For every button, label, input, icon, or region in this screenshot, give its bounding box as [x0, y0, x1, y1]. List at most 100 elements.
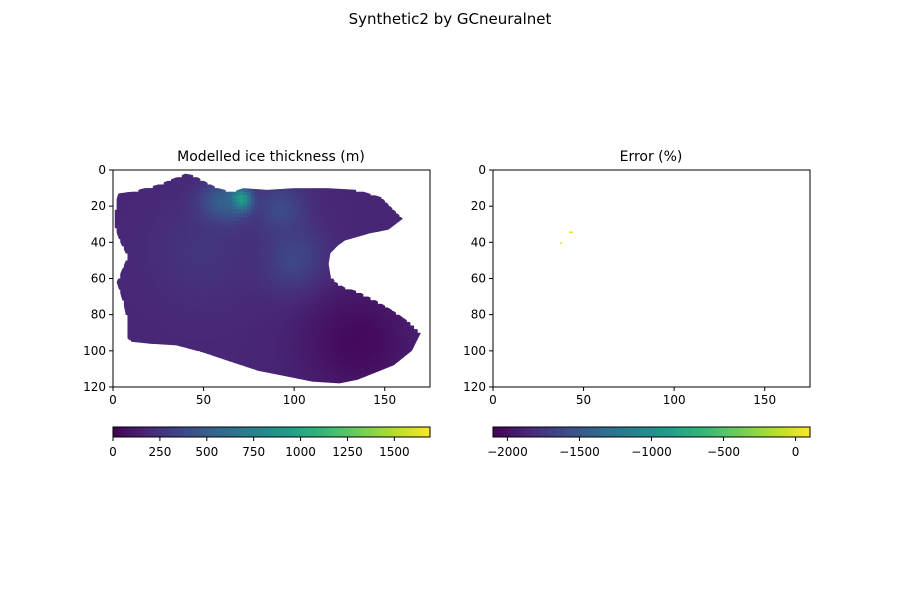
thickness-cell: [120, 285, 125, 290]
thickness-cell: [337, 238, 342, 243]
thickness-cell: [301, 289, 306, 294]
thickness-cell: [261, 227, 266, 232]
thickness-cell: [178, 206, 183, 211]
thickness-cell: [323, 321, 328, 326]
thickness-cell: [254, 332, 259, 337]
thickness-cell: [218, 289, 223, 294]
thickness-cell: [272, 191, 277, 196]
thickness-cell: [138, 206, 143, 211]
thickness-cell: [250, 256, 255, 261]
thickness-cell: [247, 249, 252, 254]
thickness-cell: [228, 209, 233, 214]
thickness-cell: [170, 242, 175, 247]
thickness-cell: [145, 209, 150, 214]
thickness-cell: [301, 354, 306, 359]
thickness-cell: [221, 245, 226, 250]
thickness-cell: [203, 256, 208, 261]
thickness-cell: [366, 343, 371, 348]
thickness-cell: [236, 238, 241, 243]
thickness-cell: [247, 227, 252, 232]
thickness-cell: [254, 267, 259, 272]
thickness-cell: [199, 227, 204, 232]
thickness-cell: [218, 238, 223, 243]
thickness-cell: [156, 300, 161, 305]
thickness-cell: [134, 289, 139, 294]
thickness-cell: [181, 198, 186, 203]
thickness-cell: [232, 231, 237, 236]
thickness-cell: [114, 224, 118, 229]
thickness-cell: [131, 282, 136, 287]
thickness-cell: [141, 314, 146, 319]
thickness-cell: [308, 336, 313, 341]
thickness-cell: [366, 347, 371, 352]
thickness-cell: [156, 191, 161, 196]
thickness-cell: [247, 365, 252, 370]
thickness-cell: [207, 267, 212, 272]
thickness-cell: [301, 285, 306, 290]
thickness-cell: [312, 325, 317, 330]
thickness-cell: [163, 339, 168, 344]
thickness-cell: [170, 180, 175, 185]
thickness-cell: [286, 245, 291, 250]
thickness-cell: [337, 307, 342, 312]
thickness-cell: [218, 278, 223, 283]
thickness-cell: [232, 318, 237, 323]
thickness-cell: [141, 339, 146, 344]
thickness-cell: [305, 358, 310, 363]
thickness-cell: [326, 271, 331, 276]
thickness-cell: [308, 256, 313, 261]
thickness-cell: [279, 368, 284, 373]
thickness-cell: [189, 173, 194, 178]
thickness-cell: [330, 227, 335, 232]
thickness-cell: [413, 343, 418, 348]
thickness-cell: [199, 238, 204, 243]
thickness-cell: [366, 354, 371, 359]
thickness-cell: [366, 329, 371, 334]
thickness-cell: [308, 271, 313, 276]
thickness-cell: [330, 332, 335, 337]
thickness-cell: [196, 195, 201, 200]
thickness-cell: [366, 368, 371, 373]
thickness-cell: [297, 191, 302, 196]
thickness-cell: [348, 191, 353, 196]
thickness-cell: [116, 191, 121, 196]
thickness-cell: [131, 318, 136, 323]
thickness-cell: [210, 260, 215, 265]
thickness-cell: [232, 227, 237, 232]
thickness-cell: [286, 300, 291, 305]
thickness-cell: [214, 278, 219, 283]
thickness-cell: [290, 339, 295, 344]
thickness-cell: [326, 253, 331, 258]
panel-ice-thickness: Modelled ice thickness (m) 0 50 100 1500204…: [83, 149, 431, 459]
thickness-cell: [189, 217, 194, 222]
thickness-cell: [286, 376, 291, 381]
thickness-cell: [199, 267, 204, 272]
thickness-cell: [359, 336, 364, 341]
thickness-cell: [384, 217, 389, 222]
thickness-cell: [268, 235, 273, 240]
thickness-cell: [348, 376, 353, 381]
thickness-cell: [167, 206, 172, 211]
thickness-cell: [163, 238, 168, 243]
thickness-cell: [315, 376, 320, 381]
thickness-cell: [228, 227, 233, 232]
thickness-cell: [134, 253, 139, 258]
thickness-cell: [178, 260, 183, 265]
thickness-cell: [333, 227, 339, 232]
thickness-cell: [181, 300, 186, 305]
thickness-cell: [141, 191, 146, 196]
thickness-cell: [254, 307, 259, 312]
thickness-cell: [152, 231, 157, 236]
thickness-cell: [199, 278, 204, 283]
thickness-cell: [333, 300, 339, 305]
thickness-cell: [352, 220, 357, 225]
thickness-cell: [373, 347, 378, 352]
thickness-cell: [127, 256, 132, 261]
thickness-cell: [250, 350, 255, 355]
thickness-cell: [297, 289, 302, 294]
thickness-cell: [294, 358, 299, 363]
thickness-cell: [120, 296, 125, 301]
y-tick-label: 60: [91, 272, 106, 286]
thickness-cell: [283, 242, 288, 247]
y-tick-label: 40: [91, 235, 106, 249]
